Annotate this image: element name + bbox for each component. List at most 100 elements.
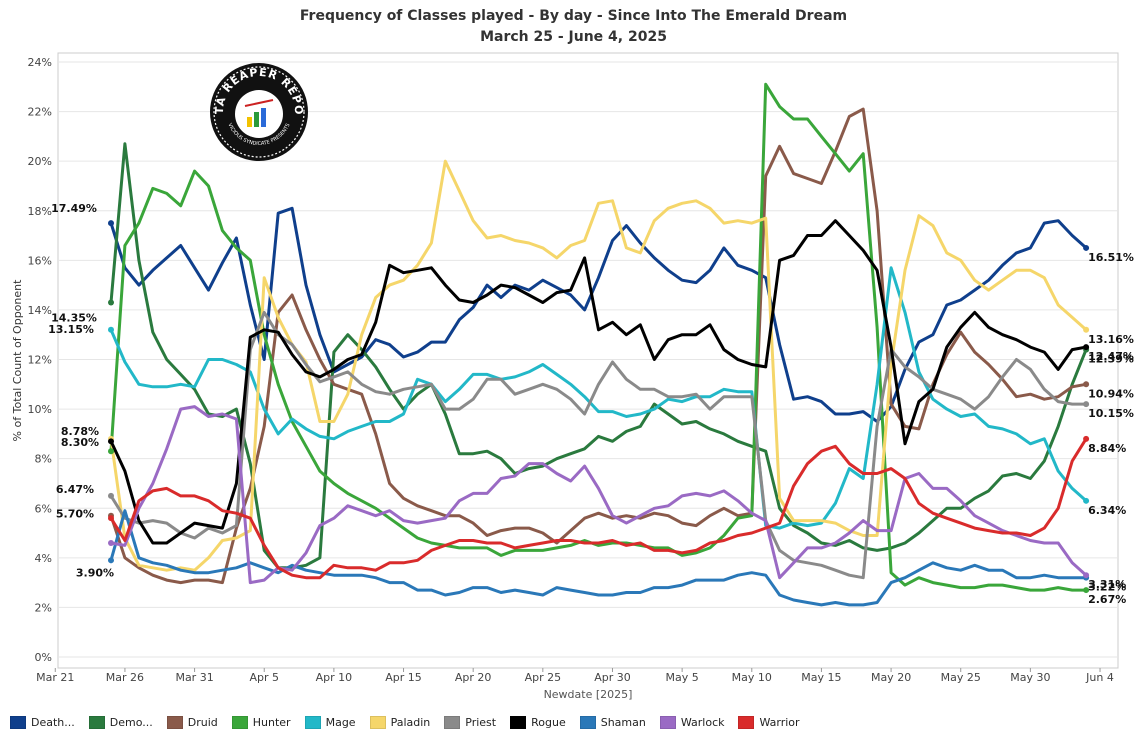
end-label: 3.22% — [1088, 581, 1126, 594]
end-label: 6.34% — [1088, 504, 1126, 517]
legend-item[interactable]: Warlock — [659, 715, 725, 729]
x-tick-label: Apr 30 — [594, 671, 631, 684]
x-tick-label: May 25 — [941, 671, 981, 684]
legend-label: Druid — [187, 715, 218, 729]
series-line-warlock — [109, 405, 1088, 585]
legend-swatch — [659, 715, 676, 729]
series-line-death — [109, 206, 1088, 423]
x-tick-label: May 15 — [801, 671, 841, 684]
series-line-hunter — [109, 82, 1088, 592]
end-label: 8.84% — [1088, 442, 1126, 455]
legend-item[interactable]: Shaman — [579, 715, 646, 729]
series-line-paladin — [109, 159, 1088, 572]
x-tick-label: Mar 31 — [175, 671, 213, 684]
y-axis-label: % of Total Count of Opponent — [11, 279, 24, 442]
legend-label: Rogue — [531, 715, 566, 729]
end-label: 10.94% — [1088, 387, 1134, 400]
legend-swatch — [88, 715, 105, 729]
legend-label: Shaman — [600, 715, 646, 729]
x-tick-label: May 20 — [871, 671, 911, 684]
legend-label: Hunter — [252, 715, 291, 729]
end-label: 12.47% — [1088, 350, 1134, 363]
start-label: 8.30% — [61, 436, 99, 449]
legend-swatch — [579, 715, 596, 729]
legend-swatch — [738, 715, 755, 729]
legend-swatch — [10, 715, 26, 729]
legend-label: Demo... — [109, 715, 153, 729]
start-label: 6.47% — [56, 483, 94, 496]
legend-label: Death... — [31, 715, 75, 729]
y-tick-label: 22% — [28, 106, 52, 119]
y-tick-label: 8% — [35, 453, 52, 466]
end-label: 3.31% — [1088, 578, 1126, 591]
series-line-rogue — [109, 219, 1088, 545]
x-tick-label: Apr 15 — [385, 671, 422, 684]
start-label: 17.49% — [51, 202, 97, 215]
start-label: 8.78% — [61, 425, 99, 438]
series-line-warrior — [109, 437, 1088, 580]
y-tick-label: 0% — [35, 651, 52, 664]
chart-title: Frequency of Classes played - By day - S… — [299, 8, 848, 24]
data-reaper-report-logo: DATA REAPER REPORT VICIOUS SYNDICATE PRE… — [204, 52, 309, 162]
legend-swatch — [304, 715, 321, 729]
end-point — [1083, 587, 1090, 594]
start-point — [108, 448, 114, 455]
end-label: 12.39% — [1088, 353, 1134, 366]
series-line-druid — [109, 107, 1088, 585]
legend-label: Warrior — [759, 715, 800, 729]
start-label: 5.70% — [56, 508, 94, 521]
legend-swatch — [444, 715, 461, 729]
end-point — [1083, 344, 1090, 351]
y-tick-label: 6% — [35, 502, 52, 515]
y-tick-label: 16% — [28, 254, 52, 267]
start-label: 14.35% — [51, 311, 97, 324]
legend-item[interactable]: Death... — [10, 715, 75, 729]
x-tick-label: Jun 4 — [1085, 671, 1114, 684]
legend-item[interactable]: Rogue — [510, 715, 566, 729]
end-point — [1083, 381, 1090, 388]
start-point — [108, 220, 114, 227]
legend-item[interactable]: Hunter — [231, 715, 291, 729]
x-tick-label: May 30 — [1010, 671, 1050, 684]
start-label: 13.15% — [48, 323, 94, 336]
end-label: 10.15% — [1088, 407, 1134, 420]
legend-swatch — [166, 715, 183, 729]
start-point — [108, 539, 114, 546]
legend-item[interactable]: Paladin — [369, 715, 431, 729]
y-tick-label: 24% — [28, 56, 52, 69]
start-label: 3.90% — [76, 566, 114, 579]
y-tick-label: 2% — [35, 601, 52, 614]
x-tick-label: Apr 5 — [249, 671, 279, 684]
x-tick-label: May 10 — [732, 671, 772, 684]
x-tick-label: Apr 10 — [316, 671, 353, 684]
x-tick-label: Apr 25 — [525, 671, 562, 684]
legend-label: Warlock — [680, 715, 725, 729]
start-point — [108, 515, 114, 522]
legend-item[interactable]: Priest — [444, 715, 497, 729]
end-point — [1083, 401, 1090, 408]
y-tick-label: 18% — [28, 205, 52, 218]
end-point — [1083, 244, 1090, 251]
legend-swatch — [369, 715, 386, 729]
end-point — [1083, 572, 1090, 579]
end-point — [1083, 497, 1090, 504]
start-point — [108, 492, 114, 499]
legend-item[interactable]: Druid — [166, 715, 218, 729]
legend-item[interactable]: Mage — [304, 715, 356, 729]
legend-swatch — [231, 715, 248, 729]
start-point — [108, 299, 114, 306]
end-label: 16.51% — [1088, 251, 1134, 264]
legend-label: Paladin — [390, 715, 431, 729]
legend-label: Mage — [325, 715, 356, 729]
y-tick-label: 4% — [35, 552, 52, 565]
x-axis-label: Newdate [2025] — [544, 688, 633, 701]
x-tick-label: Mar 21 — [36, 671, 74, 684]
start-point — [108, 438, 114, 445]
legend-label: Priest — [465, 715, 497, 729]
end-label: 13.16% — [1088, 333, 1134, 346]
legend-item[interactable]: Warrior — [738, 715, 800, 729]
end-point — [1083, 435, 1090, 442]
start-point — [108, 326, 114, 333]
legend-item[interactable]: Demo... — [88, 715, 153, 729]
